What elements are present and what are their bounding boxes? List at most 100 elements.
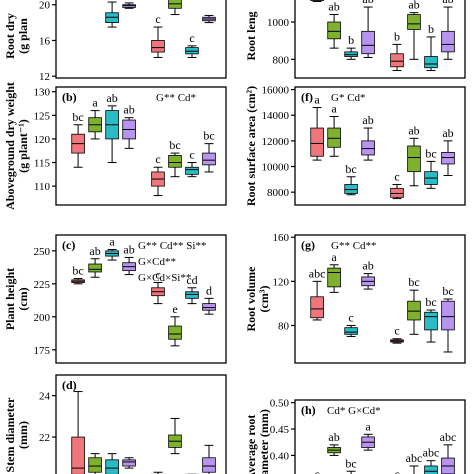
significance-label: bc [425, 146, 436, 160]
box-5: c [151, 12, 165, 58]
box-4: ab [122, 103, 136, 149]
box-6: bc [168, 138, 182, 178]
box-8: bc [202, 129, 216, 173]
box-5: c [390, 324, 404, 344]
y-tick-label: 110 [34, 181, 51, 193]
y-tick-label: 130 [34, 87, 51, 99]
significance-label: a [109, 235, 115, 249]
box-6: abc [406, 451, 423, 474]
box-6: e [168, 302, 182, 347]
box-iqr [344, 327, 358, 335]
significance-label: abc [406, 451, 423, 465]
significance-label: c [189, 31, 194, 45]
significance-label: ab [408, 0, 419, 12]
y-tick-label: 24 [39, 391, 51, 403]
y-tick-label: 800 [273, 54, 290, 66]
plot-frame [55, 374, 227, 474]
box-4 [122, 2, 136, 9]
significance-label: ab [123, 242, 134, 256]
box-iqr [441, 300, 455, 331]
box-2: a [327, 102, 341, 157]
box-iqr [361, 30, 375, 55]
box-6 [168, 417, 182, 455]
panel-letter: (d) [62, 378, 77, 392]
y-tick-label: 16 [39, 35, 51, 47]
significance-label: bc [442, 284, 453, 298]
box-iqr [310, 127, 324, 157]
stats-annotation: Cd* G×Cd* [327, 405, 381, 417]
y-axis-label: (g plant⁻¹) [16, 119, 30, 173]
box-7: c [185, 148, 199, 178]
y-axis-label: Plant height [3, 268, 17, 330]
y-axis-label: (cm) [16, 287, 30, 310]
y-axis-label: Stem diameter [3, 397, 17, 473]
y-axis-label: Root volume [244, 266, 258, 332]
y-tick-label: 0.40 [270, 450, 290, 462]
box-1: bc [71, 264, 85, 285]
plot-frame [55, 234, 227, 364]
box-1: a [310, 93, 324, 161]
significance-label: a [92, 96, 98, 110]
y-tick-label: 115 [34, 158, 51, 170]
box-iqr [168, 155, 182, 168]
box-iqr [361, 140, 375, 156]
box-iqr [71, 436, 85, 474]
box-5: c [151, 152, 165, 197]
significance-label: c [394, 169, 399, 183]
panel-5: 175 200 225 250 Plant height (cm) (c) G** Cd** … [3, 234, 227, 364]
panel-3: 110 115 120 125 130 Aboveground dry weight (g … [3, 82, 227, 210]
y-tick-label: 225 [34, 279, 51, 291]
box-iqr [441, 152, 455, 165]
panel-4: 8000 10000 12000 14000 16000 Root surface are… [244, 85, 466, 206]
box-8 [202, 14, 216, 24]
plot-frame [294, 86, 466, 206]
box-4: ab [361, 259, 375, 290]
y-axis-label: Root leng [244, 12, 258, 61]
box-3: b [344, 33, 358, 60]
panel-1: 12 16 20 Root dry (g plan c c [3, 0, 227, 83]
box-iqr [344, 184, 358, 194]
box-iqr [327, 267, 341, 288]
box-2: a [327, 250, 341, 293]
significance-label: bc [72, 264, 83, 278]
box-iqr [202, 457, 216, 473]
significance-label: cd [186, 273, 197, 287]
significance-label: b [394, 29, 400, 43]
panel-7: 202224Stem diameter(mm)(d) [3, 374, 227, 474]
significance-label: c [155, 152, 160, 166]
y-tick-label: 160 [273, 232, 290, 244]
y-axis-label: Average root [244, 415, 258, 474]
significance-label: a [331, 102, 337, 116]
significance-label: ab [408, 123, 419, 137]
box-3 [105, 1, 119, 28]
box-iqr [185, 291, 199, 299]
box-7: bc [424, 146, 438, 189]
box-7: abc [423, 446, 439, 474]
significance-label: bc [425, 295, 436, 309]
y-tick-label: 22 [39, 432, 50, 444]
box-1 [71, 391, 85, 474]
significance-label: bc [408, 275, 419, 289]
significance-label: c [155, 268, 160, 282]
box-iqr [424, 465, 438, 474]
y-tick-label: 125 [34, 110, 51, 122]
box-iqr [441, 30, 455, 53]
box-iqr [327, 127, 341, 148]
plot-frame [55, 0, 227, 79]
box-2: ab [327, 0, 341, 49]
box-iqr [407, 14, 421, 30]
y-tick-label: 0.50 [270, 398, 290, 410]
plot-frame [294, 234, 466, 364]
y-tick-label: 120 [34, 134, 51, 146]
box-5: c [394, 467, 399, 474]
box-1 [310, 0, 324, 2]
significance-label: c [394, 467, 399, 474]
box-iqr [168, 325, 182, 340]
significance-label: c [189, 148, 194, 162]
y-tick-label: 175 [34, 345, 51, 357]
stats-annotation: G×Cd** [138, 256, 176, 268]
significance-label: bc [345, 456, 356, 470]
significance-label: ab [442, 0, 453, 6]
significance-label: d [206, 283, 212, 297]
